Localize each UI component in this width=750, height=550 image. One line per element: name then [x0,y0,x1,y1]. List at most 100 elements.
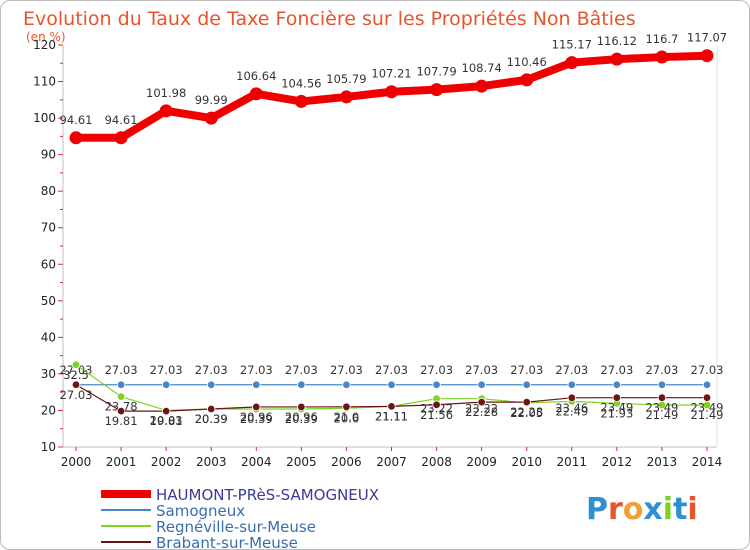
data-label: 105.79 [326,72,366,86]
y-tick-label: 60 [41,257,56,271]
data-label: 32.5 [63,368,89,382]
data-point [159,104,173,118]
data-point [385,85,398,99]
x-tick-label: 2001 [106,455,137,469]
data-label: 99.99 [195,93,228,107]
x-tick-label: 2014 [692,455,723,469]
data-label: 107.21 [371,67,411,81]
x-tick-label: 2004 [241,455,272,469]
data-label: 19.81 [105,414,138,428]
data-label: 20.96 [240,410,273,424]
data-label: 104.56 [281,76,321,90]
data-point [432,400,441,409]
logo-text: Proxiti [586,492,698,527]
data-label: 94.61 [105,113,138,127]
data-point [432,380,441,389]
data-point [477,397,486,407]
data-point [610,52,624,66]
data-label: 21.49 [645,408,678,422]
data-label: 27.03 [105,363,138,377]
data-label: 22.49 [555,404,588,418]
data-label: 27.03 [240,363,273,377]
x-tick-label: 2013 [647,455,678,469]
data-label: 115.17 [552,38,592,52]
data-label: 27.03 [60,388,93,402]
data-label: 20.39 [285,412,318,426]
data-label: 21.11 [375,409,408,423]
data-label: 20.96 [285,410,318,424]
legend-label: Brabant-sur-Meuse [156,534,298,550]
data-label: 94.61 [60,113,93,127]
data-label: 21.0 [334,410,360,424]
data-label: 27.03 [510,363,543,377]
data-point [114,131,128,145]
data-label: 110.46 [507,55,547,69]
y-tick-label: 120 [33,38,56,52]
data-point [387,380,396,389]
data-point [522,380,531,389]
data-label: 27.03 [375,363,408,377]
y-tick-label: 50 [41,294,56,308]
data-label: 23.46 [555,401,588,415]
data-label: 27.03 [195,363,228,377]
data-point [297,402,306,412]
data-point [567,393,576,403]
data-point [522,397,531,407]
data-label: 27.03 [600,363,633,377]
legend: HAUMONT-PRèS-SAMOGNEUXSamogneuxRegnévill… [101,486,379,550]
legend-label: HAUMONT-PRèS-SAMOGNEUX [156,486,379,504]
data-point [71,360,81,369]
data-label: 23.49 [600,401,633,415]
data-point [294,94,308,108]
data-point [297,380,306,389]
series-0-group: 94.61 94.61 101.98 99.99 106.64 104.56 105.79 1… [60,31,727,145]
x-tick-label: 2010 [511,455,542,469]
data-label: 20.03 [150,413,183,427]
x-tick-label: 2000 [61,455,92,469]
data-point [342,380,351,389]
data-point [475,79,489,93]
data-point [249,87,263,101]
data-point [657,380,667,389]
y-tick-label: 90 [41,148,56,162]
y-tick-label: 80 [41,184,56,198]
data-point [339,90,353,104]
data-label: 107.79 [416,65,456,79]
data-point [477,380,486,389]
data-point [520,73,534,87]
axes: 10 20 30 40 50 60 70 80 90 100 110 120 2000 2001 2002 2… [33,38,722,469]
data-label: 27.03 [555,363,588,377]
data-point [71,380,81,389]
data-label: 101.98 [146,86,186,100]
proxiti-logo: Proxiti [586,492,698,527]
data-point [207,380,216,389]
data-label: 23.49 [645,401,678,415]
data-label: 22.28 [465,405,498,419]
data-point [700,49,714,63]
data-label: 27.03 [645,363,678,377]
data-point [430,83,444,97]
data-label: 22.28 [510,405,543,419]
y-tick-label: 20 [41,403,56,417]
y-tick-label: 10 [41,440,56,454]
series-layer: 27.03 27.03 27.03 27.03 27.03 27.03 27.03 27.03… [60,31,728,428]
data-label: 22.05 [510,406,543,420]
data-label: 27.03 [330,363,363,377]
chart-subtitle: (en %) [26,30,66,44]
y-tick-label: 110 [33,75,56,89]
data-point [387,402,396,411]
y-tick-label: 30 [41,367,56,381]
data-label: 23.78 [105,400,138,414]
data-point [161,380,171,389]
x-tick-label: 2009 [466,455,497,469]
series-1-group: 27.03 27.03 27.03 27.03 27.03 27.03 27.03 27.03… [60,363,723,389]
data-label: 19.81 [150,414,183,428]
data-label: 21.11 [375,409,408,423]
data-point [161,406,171,416]
data-point [657,393,667,402]
data-point [702,393,712,402]
data-label: 116.12 [597,34,637,48]
data-point [567,380,576,389]
